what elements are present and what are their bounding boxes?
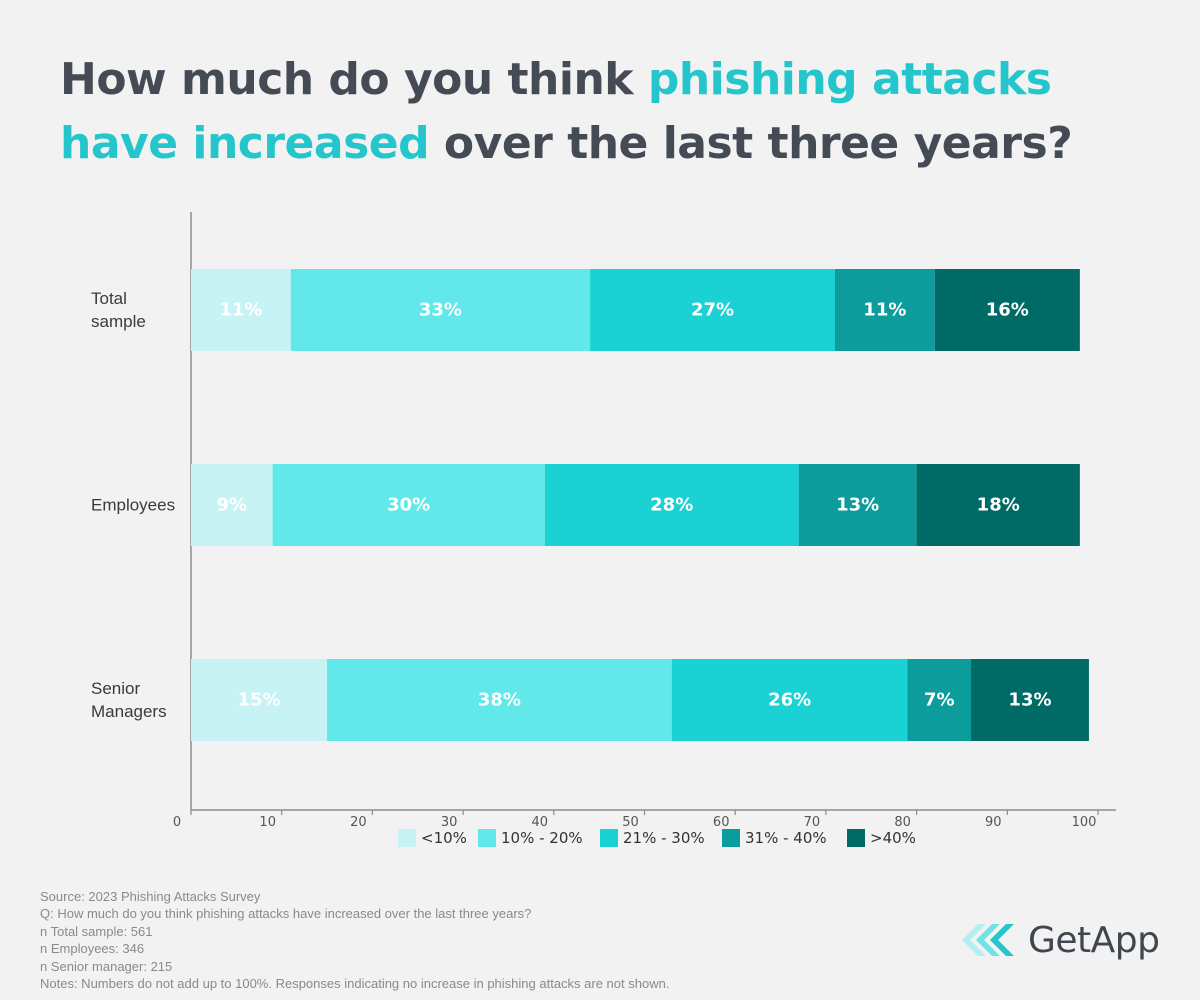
legend-label: 10% - 20% — [501, 829, 583, 847]
category-label: Senior — [91, 679, 140, 698]
category-label: Total — [91, 289, 127, 308]
data-label: 13% — [1008, 690, 1051, 711]
footer-question: Q: How much do you think phishing attack… — [40, 906, 532, 922]
x-tick-label: 100 — [1072, 815, 1097, 830]
x-tick-label: 40 — [532, 815, 549, 830]
category-label: Employees — [91, 496, 175, 515]
footer-n-total: n Total sample: 561 — [40, 923, 153, 939]
getapp-logo-text: GetApp — [1028, 919, 1160, 961]
bar-segment — [191, 464, 273, 546]
bar-segment — [834, 269, 935, 351]
data-label: 28% — [650, 495, 693, 516]
bar-segment — [798, 464, 917, 546]
data-label: 30% — [387, 495, 430, 516]
legend-swatch — [722, 829, 740, 847]
legend-swatch — [847, 829, 865, 847]
data-label: 11% — [219, 300, 262, 321]
legend-swatch — [478, 829, 496, 847]
data-label: 27% — [691, 300, 734, 321]
data-label: 11% — [863, 300, 906, 321]
footer-notes: Source: 2023 Phishing Attacks Survey Q: … — [40, 888, 669, 992]
bar-segment — [544, 464, 799, 546]
x-tick-label: 50 — [622, 815, 639, 830]
bar-segment — [916, 464, 1080, 546]
stacked-bar-chart: 0 10 20 30 40 50 60 70 80 90 100 11% 33% 27% 11% 16% Tot… — [91, 212, 1116, 847]
title-part-1: How much do you think — [60, 54, 648, 105]
bar-segment — [971, 659, 1089, 741]
data-label: 13% — [836, 495, 879, 516]
data-label: 26% — [768, 690, 811, 711]
x-tick-label: 30 — [441, 815, 458, 830]
bar-segment — [934, 269, 1080, 351]
x-tick-label: 90 — [985, 815, 1002, 830]
bar-segment — [272, 464, 545, 546]
data-label: 38% — [478, 690, 521, 711]
category-label: Managers — [91, 702, 167, 721]
x-tick-label: 70 — [804, 815, 821, 830]
legend-label: 31% - 40% — [745, 829, 827, 847]
footer-source: Source: 2023 Phishing Attacks Survey — [40, 889, 261, 904]
footer-n-senior: n Senior manager: 215 — [40, 958, 173, 974]
bar-segment — [907, 659, 972, 741]
data-label: 18% — [977, 495, 1020, 516]
bar-segment — [191, 269, 291, 351]
bar-segment — [590, 269, 835, 351]
x-tick-label: 60 — [713, 815, 730, 830]
legend-label: <10% — [421, 829, 467, 847]
legend-label: >40% — [870, 829, 916, 847]
bar-segment — [327, 659, 672, 741]
data-label: 16% — [986, 300, 1029, 321]
footer-notes-text: Notes: Numbers do not add up to 100%. Re… — [40, 976, 670, 992]
data-label: 9% — [217, 495, 248, 516]
footer-n-employees: n Employees: 346 — [40, 941, 145, 957]
chart-title: How much do you think phishing attacks h… — [60, 48, 1180, 176]
bar-segment — [290, 269, 591, 351]
getapp-logo: GetApp — [962, 918, 1160, 962]
legend-swatch — [398, 829, 416, 847]
bar-segment — [671, 659, 908, 741]
bar-segment — [191, 659, 328, 741]
category-label: sample — [91, 312, 146, 331]
x-tick-label: 80 — [894, 815, 911, 830]
legend-swatch — [600, 829, 618, 847]
x-tick-label: 10 — [259, 815, 276, 830]
x-tick-label: 0 — [173, 815, 181, 830]
data-label: 33% — [419, 300, 462, 321]
title-part-2: over the last three years? — [429, 118, 1073, 169]
x-tick-label: 20 — [350, 815, 367, 830]
data-label: 15% — [237, 690, 280, 711]
getapp-logo-icon — [962, 924, 1014, 956]
data-label: 7% — [924, 690, 955, 711]
title-highlight: phishing attacks have increased — [60, 54, 1052, 169]
legend-label: 21% - 30% — [623, 829, 705, 847]
